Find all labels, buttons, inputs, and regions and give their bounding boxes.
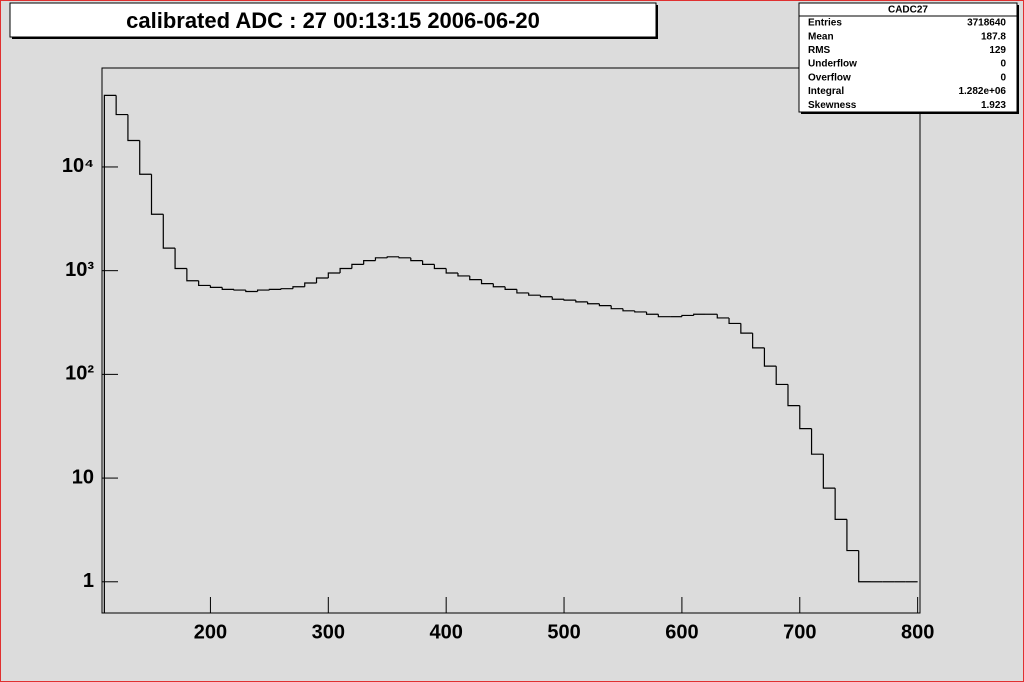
y-tick-label: 1 xyxy=(83,570,94,592)
stats-label: Underflow xyxy=(808,59,857,70)
histogram-bin xyxy=(681,314,694,317)
stats-label: Entries xyxy=(808,18,842,29)
histogram-bin xyxy=(480,279,494,285)
histogram-bin xyxy=(363,260,376,265)
x-tick-label: 200 xyxy=(194,621,227,643)
histogram-bin xyxy=(445,268,458,274)
histogram-bin xyxy=(103,94,117,613)
histogram-bin xyxy=(587,301,600,305)
histogram-bin xyxy=(268,288,282,291)
histogram-bin xyxy=(233,289,246,291)
histogram-bin xyxy=(292,286,305,289)
histogram-bin xyxy=(304,282,317,287)
histogram-bin xyxy=(198,280,211,287)
stats-title: CADC27 xyxy=(888,5,928,16)
title-box xyxy=(9,2,657,38)
stats-box: CADC27 Entries 3718640 Mean 187.8 RMS 129 Unde… xyxy=(798,2,1019,114)
x-tick-label: 500 xyxy=(547,621,580,643)
x-tick-label: 800 xyxy=(901,621,934,643)
histogram-bin xyxy=(315,277,329,284)
histogram-bin xyxy=(421,260,435,265)
histogram-bin xyxy=(551,296,565,300)
histogram-bin xyxy=(775,366,788,386)
histogram-bin xyxy=(221,287,235,290)
y-tick-label: 10³ xyxy=(65,259,94,281)
histogram-bin xyxy=(374,257,388,261)
histogram-bin xyxy=(410,257,423,262)
histogram-bin xyxy=(150,174,164,215)
stats-value: 129 xyxy=(989,45,1006,56)
histogram-bin xyxy=(351,263,364,269)
stats-value: 1.923 xyxy=(981,100,1006,111)
chart-title: calibrated ADC : 27 00:13:15 2006-06-20 xyxy=(126,8,540,33)
histogram-bin xyxy=(834,488,847,520)
histogram-bin xyxy=(339,267,352,273)
y-tick-label: 10⁴ xyxy=(62,155,94,177)
x-tick-label: 400 xyxy=(429,621,462,643)
y-tick-label: 10² xyxy=(65,363,94,385)
histogram-bin xyxy=(398,256,411,259)
stats-value: 187.8 xyxy=(981,31,1006,42)
stats-value: 0 xyxy=(1000,59,1006,70)
stats-label: Skewness xyxy=(808,100,857,111)
stats-label: Overflow xyxy=(808,72,851,83)
histogram-bin xyxy=(539,295,553,298)
histogram-bin xyxy=(245,290,258,293)
histogram-bin xyxy=(256,289,270,292)
histogram-bin xyxy=(787,384,800,407)
stats-frame xyxy=(798,2,1018,113)
stats-value: 0 xyxy=(1000,72,1006,83)
histogram-bin xyxy=(528,292,541,296)
histogram-bin xyxy=(563,299,576,301)
stats-label: Integral xyxy=(808,86,844,97)
histogram-bin xyxy=(433,264,447,270)
histogram-bin xyxy=(162,214,176,249)
histogram-bin xyxy=(763,347,777,367)
histogram-bin xyxy=(598,303,612,307)
histogram-bin xyxy=(657,314,671,318)
stats-value: 3718640 xyxy=(967,18,1006,29)
histogram-bin xyxy=(516,289,529,294)
y-tick-label: 10 xyxy=(72,466,94,488)
histogram-bin xyxy=(174,248,187,270)
histogram-bin xyxy=(575,300,588,303)
histogram-bin xyxy=(610,305,623,310)
histogram-bin xyxy=(846,519,859,552)
histogram-bin xyxy=(728,317,741,325)
histogram-bin xyxy=(810,428,824,455)
histogram-bin xyxy=(139,140,152,175)
histogram-bin xyxy=(740,323,753,334)
x-tick-label: 300 xyxy=(312,621,345,643)
histogram-bin xyxy=(492,283,506,288)
histogram-bin xyxy=(209,285,223,288)
histogram-bin xyxy=(127,114,140,142)
histogram-bin xyxy=(799,405,812,430)
x-tick-label: 600 xyxy=(665,621,698,643)
histogram-bin xyxy=(327,272,341,278)
histogram-bin xyxy=(504,286,517,290)
histogram-bin xyxy=(858,550,871,583)
histogram-bin xyxy=(280,288,293,290)
histogram-bin xyxy=(645,311,659,315)
histogram-bin xyxy=(115,95,128,116)
histogram-bin xyxy=(469,275,482,281)
stats-value: 1.282e+06 xyxy=(958,86,1006,97)
histogram-bin xyxy=(457,272,470,277)
histogram-bin xyxy=(693,313,706,316)
histogram-bin xyxy=(752,333,765,349)
stats-label: Mean xyxy=(808,31,834,42)
x-tick-label: 700 xyxy=(783,621,816,643)
histogram-bin xyxy=(622,308,635,312)
stats-label: RMS xyxy=(808,45,831,56)
histogram-bin xyxy=(386,256,400,258)
histogram-bin xyxy=(716,314,730,319)
histogram-bin xyxy=(186,268,199,282)
histogram-bin xyxy=(822,454,836,489)
plot-frame xyxy=(101,67,921,614)
histogram-bin xyxy=(634,310,647,313)
